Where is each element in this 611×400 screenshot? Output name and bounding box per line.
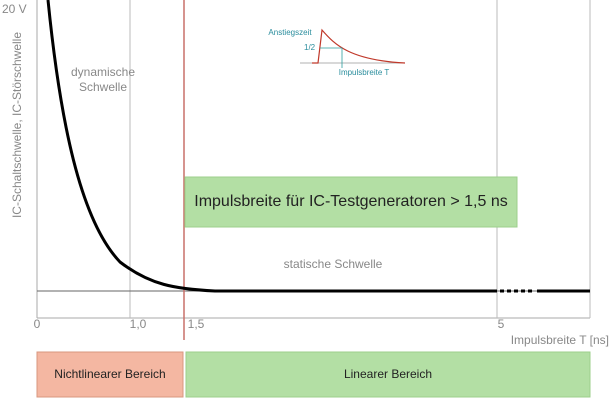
nonlinear-region: [36, 351, 184, 398]
inset-label: Anstiegszeit: [268, 28, 312, 37]
y-max-label: 20 V: [2, 2, 27, 16]
region-name: Linearer Bereich: [344, 367, 432, 381]
region-label: Schwelle: [79, 80, 127, 94]
y-title: IC-Schaltschwelle, IC-Störschwelle: [10, 32, 24, 218]
region-label: dynamische: [71, 65, 135, 79]
x-tick-label: 0: [34, 317, 41, 331]
inset-label: 1/2: [304, 43, 316, 52]
threshold-curve: [46, 0, 497, 293]
inset-label: Impulsbreite T: [339, 68, 390, 77]
linear-region: [185, 351, 591, 398]
region-name: Nichtlinearer Bereich: [54, 367, 165, 381]
callout-text: Impulsbreite für IC-Testgeneratoren > 1,…: [194, 193, 508, 210]
x-tick-label: 5: [498, 317, 505, 331]
x-tick-label: 1,0: [130, 317, 147, 331]
inset: Anstiegszeit 1/2 Impulsbreite T: [268, 28, 406, 77]
region-label: statische Schwelle: [284, 257, 383, 271]
callout-box: [184, 176, 518, 228]
x-title: Impulsbreite T [ns]: [511, 333, 609, 347]
x-tick-label: 1,5: [188, 317, 205, 331]
